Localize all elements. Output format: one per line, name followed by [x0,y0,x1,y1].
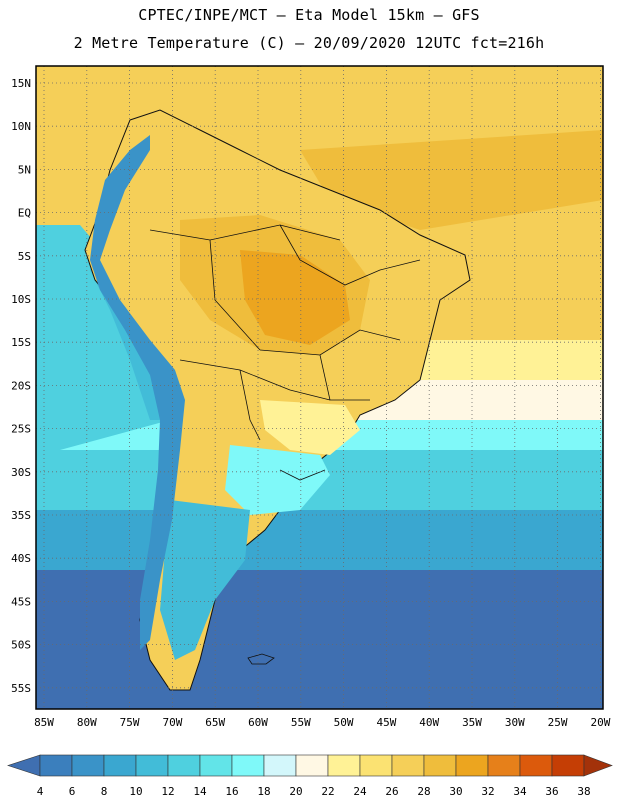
colorbar-left-arrow [7,754,41,777]
graticule [36,66,603,709]
colorbar-swatch [71,754,105,777]
lat-tick-label: 10S [11,293,31,306]
colorbar-tick-label: 20 [289,785,302,798]
longitude-labels: 85W 80W 75W 70W 65W 60W 55W 50W 45W 40W 35W 30W 25W 2… [34,716,611,729]
ocean-cool-band [36,510,603,580]
lat-tick-label: 20S [11,379,31,392]
chart-title-line2: 2 Metre Temperature (C) – 20/09/2020 12U… [73,34,545,52]
lat-tick-label: 55S [11,682,31,695]
colorbar-tick-label: 28 [417,785,430,798]
lat-tick-label: EQ [18,207,31,220]
lon-tick-label: 75W [120,716,140,729]
colorbar-swatch [519,754,553,777]
colorbar-swatch [327,754,361,777]
colorbar-swatch [551,754,585,777]
lon-tick-label: 40W [419,716,439,729]
colorbar-tick-label: 34 [513,785,527,798]
lon-tick-label: 30W [505,716,525,729]
atlantic-equatorial-warm [300,130,603,230]
colorbar-swatch [135,754,169,777]
colorbar-tick-label: 36 [545,785,558,798]
colorbar-swatch [391,754,425,777]
colorbar-tick-label: 6 [69,785,76,798]
colorbar-tick-label: 26 [385,785,398,798]
lon-tick-label: 35W [462,716,482,729]
lon-tick-label: 70W [162,716,182,729]
lon-tick-label: 60W [248,716,268,729]
lat-tick-label: 5S [18,250,31,263]
colorbar-tick-label: 18 [257,785,270,798]
colorbar-swatch [359,754,393,777]
latitude-labels: 15N 10N 5N EQ 5S 10S 15S 20S 25S 30S 35S 40S 45S 50S 5… [11,77,31,695]
south-brazil-mild [260,400,360,455]
colorbar-swatch [487,754,521,777]
lat-tick-label: 15N [11,77,31,90]
colorbar-swatch [199,754,233,777]
colorbar-tick-label: 8 [101,785,108,798]
colorbar-swatch [167,754,201,777]
lat-tick-label: 10N [11,120,31,133]
chart-title-line1: CPTEC/INPE/MCT – Eta Model 15km – GFS [138,6,480,24]
colorbar-swatch [455,754,489,777]
colorbar-right-arrow [583,754,613,777]
colorbar-tick-label: 4 [37,785,44,798]
patagonia-cool [160,500,250,660]
lon-tick-label: 85W [34,716,54,729]
colorbar-swatch [39,754,73,777]
colorbar-tick-label: 12 [161,785,174,798]
colorbar-tick-label: 14 [193,785,207,798]
pampas-cool [225,445,330,515]
colorbar-swatch [231,754,265,777]
colorbar: 4 6 8 10 12 14 16 18 20 22 24 26 28 30 32 34 36 38 [7,754,613,798]
lon-tick-label: 25W [548,716,568,729]
colorbar-swatch [423,754,457,777]
colorbar-tick-label: 38 [577,785,590,798]
map-area: 15N 10N 5N EQ 5S 10S 15S 20S 25S 30S 35S 40S 45S 50S 5… [11,65,611,729]
lat-tick-label: 15S [11,336,31,349]
map-frame [35,65,604,710]
lon-tick-label: 65W [205,716,225,729]
lat-tick-label: 45S [11,595,31,608]
andes-cold [90,135,185,650]
colorbar-tick-label: 16 [225,785,238,798]
lat-tick-label: 5N [18,163,31,176]
lon-tick-label: 45W [376,716,396,729]
colorbar-tick-label: 30 [449,785,462,798]
colorbar-tick-label: 10 [129,785,142,798]
ocean-cold-band [36,570,603,709]
lon-tick-label: 20W [590,716,610,729]
lat-tick-label: 50S [11,639,31,652]
lon-tick-label: 55W [291,716,311,729]
colorbar-tick-label: 32 [481,785,494,798]
colorbar-tick-label: 24 [353,785,367,798]
lat-tick-label: 30S [11,466,31,479]
lon-tick-label: 50W [334,716,354,729]
colorbar-swatch [263,754,297,777]
lat-tick-label: 35S [11,509,31,522]
colorbar-swatch [295,754,329,777]
central-brazil-hottest [240,250,350,345]
falkland-islands [247,653,275,665]
colorbar-tick-label: 22 [321,785,334,798]
colorbar-swatch [103,754,137,777]
pacific-cool-water [36,225,170,450]
lon-tick-label: 80W [77,716,97,729]
lat-tick-label: 25S [11,423,31,436]
lat-tick-label: 40S [11,552,31,565]
